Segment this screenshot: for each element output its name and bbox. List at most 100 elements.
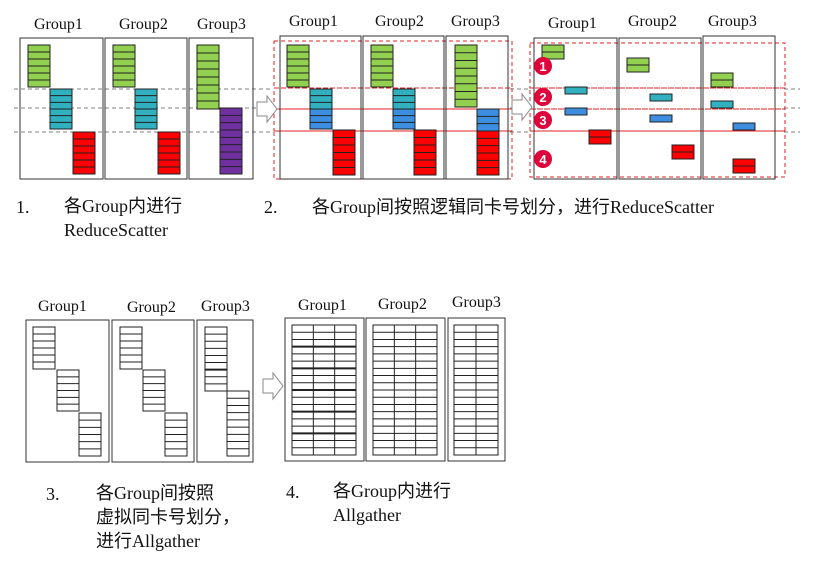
arrow-2-to-3 xyxy=(511,92,533,122)
p3-g1-red xyxy=(588,129,612,145)
step-marker-circle xyxy=(534,150,552,168)
p5-group2-label: Group2 xyxy=(378,296,427,313)
step4-number: 4. xyxy=(286,482,300,502)
p2-g3-blue xyxy=(476,108,500,132)
p2-g1-blue xyxy=(309,108,333,130)
p4-g2-block-c xyxy=(164,412,188,457)
p3-group2-label: Group2 xyxy=(628,13,677,30)
p2-section-4 xyxy=(273,130,513,180)
p4-group1-label: Group1 xyxy=(38,298,87,315)
p2-group1-box xyxy=(279,35,362,180)
p2-g2-red xyxy=(413,129,437,176)
p3-g1-green xyxy=(541,44,565,60)
p4-g1-block-a xyxy=(32,326,56,370)
step-marker-label: 2 xyxy=(539,90,546,105)
p3-g1-blue-body xyxy=(564,107,588,116)
p4-g2-block-b xyxy=(142,369,166,412)
p4-g3-block-a xyxy=(204,326,228,392)
p3-group3-box xyxy=(702,35,776,180)
p4-group2-label: Group2 xyxy=(127,299,176,316)
p3-group2-box xyxy=(618,37,702,180)
p2-g1-teal xyxy=(309,88,333,110)
step4-line1: 各Group内进行 xyxy=(333,481,451,501)
p2-g3-green xyxy=(454,44,478,108)
step-marker-2: 2 xyxy=(534,88,552,106)
p3-g2-green xyxy=(626,57,650,73)
step-marker-circle xyxy=(534,88,552,106)
p2-g2-blue-body xyxy=(392,108,416,130)
step-marker-4: 4 xyxy=(534,150,552,168)
step3-line1: 各Group间按照 xyxy=(96,483,214,503)
arrow-1-to-2 xyxy=(256,94,278,124)
step-marker-circle xyxy=(534,57,552,75)
p1-group3-box xyxy=(188,37,254,180)
p2-g1-green xyxy=(286,44,310,88)
p4-group3-label: Group3 xyxy=(201,298,250,315)
p3-g3-red xyxy=(732,158,756,174)
p2-group2-label: Group2 xyxy=(375,13,424,30)
group-labels: Group1 Group2 Group3 Group1 Group2 Group3 Grou… xyxy=(34,13,757,316)
p1-g2-red xyxy=(157,131,181,175)
p2-g3-red xyxy=(476,130,500,176)
p1-g1-red xyxy=(72,131,96,175)
step1-number: 1. xyxy=(16,197,30,217)
p2-g2-teal xyxy=(392,88,416,110)
p3-section-2 xyxy=(529,87,786,110)
p5-group1-box xyxy=(284,317,365,462)
p3-group3-label: Group3 xyxy=(708,13,757,30)
arrows xyxy=(256,92,533,401)
p5-group3-box xyxy=(447,317,506,462)
p1-g2-green xyxy=(112,44,136,88)
p4-g3-block-b xyxy=(226,390,250,457)
p2-group1-label: Group1 xyxy=(289,13,338,30)
p3-g2-teal xyxy=(649,93,673,102)
p1-group1-label: Group1 xyxy=(34,16,83,33)
p3-g3-green xyxy=(710,72,734,88)
p1-group3-label: Group3 xyxy=(197,16,246,33)
step3-text: 各Group间按照 虚拟同卡号划分， 进行Allgather xyxy=(96,481,240,553)
step2-number: 2. xyxy=(264,197,278,217)
p5-g3-grid xyxy=(453,324,499,456)
p2-g2-green xyxy=(370,44,394,88)
p4-g2-block-a xyxy=(119,326,143,370)
data-blocks xyxy=(27,44,756,457)
p2-g2-blue xyxy=(392,108,416,130)
step3-line2: 虚拟同卡号划分， xyxy=(96,507,240,527)
p2-g1-blue-body xyxy=(309,108,333,130)
p3-g1-teal-body xyxy=(564,86,588,95)
p1-g1-teal xyxy=(49,88,73,130)
p5-group2-box xyxy=(365,317,446,462)
step4-text: 各Group内进行 Allgather xyxy=(333,479,451,527)
p3-section-4 xyxy=(529,130,786,178)
p1-g3-purple xyxy=(219,107,243,175)
p4-g1-block-b xyxy=(56,369,80,412)
step-marker-label: 3 xyxy=(539,113,546,128)
step-marker-3: 3 xyxy=(534,111,552,129)
p3-g2-red xyxy=(671,144,695,160)
p1-g3-green xyxy=(196,44,220,110)
step-marker-label: 4 xyxy=(539,152,547,167)
step4-line2: Allgather xyxy=(333,505,401,525)
p5-group3-label: Group3 xyxy=(452,294,501,311)
p3-g2-blue xyxy=(649,114,673,123)
p3-group1-box xyxy=(533,37,618,180)
p1-g2-teal xyxy=(134,88,158,130)
p3-g3-teal-body xyxy=(710,100,734,109)
p2-g1-red xyxy=(332,129,356,176)
step3-number: 3. xyxy=(46,484,60,504)
p2-section-1 xyxy=(273,40,513,89)
step2-line1: 各Group间按照逻辑同卡号划分，进行ReduceScatter xyxy=(312,197,714,217)
group-boxes xyxy=(19,35,776,463)
p4-g3-block-a-body xyxy=(204,326,228,392)
p3-g2-teal-body xyxy=(649,93,673,102)
p1-group2-label: Group2 xyxy=(119,16,168,33)
p2-group3-box xyxy=(445,35,509,180)
step1-text: 各Group内进行 ReduceScatter xyxy=(64,194,182,242)
p1-group2-box xyxy=(104,37,188,180)
p5-g2-grid xyxy=(372,324,438,456)
p3-g1-teal xyxy=(564,86,588,95)
step1-line1: 各Group内进行 xyxy=(64,196,182,216)
step1-line2: ReduceScatter xyxy=(64,220,168,240)
p4-g3-block-b-body xyxy=(226,390,250,457)
